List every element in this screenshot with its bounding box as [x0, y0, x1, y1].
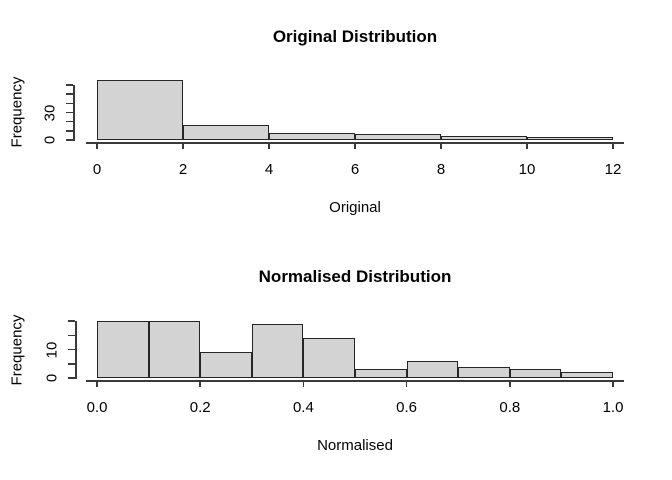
- y-tick-label: 30: [41, 104, 59, 121]
- y-tick-mark: [68, 334, 75, 336]
- histogram-bar: [200, 352, 252, 378]
- x-tick-mark: [96, 380, 98, 387]
- y-axis-line: [75, 321, 77, 379]
- histogram-bar: [97, 321, 149, 378]
- histogram-bar: [509, 369, 562, 378]
- histogram-bar: [355, 133, 441, 140]
- histogram-bar: [251, 323, 304, 378]
- chart-title-original: Original Distribution: [272, 27, 438, 46]
- y-tick-mark: [68, 348, 75, 351]
- x-tick-mark: [612, 380, 614, 387]
- y-tick-mark: [66, 93, 73, 95]
- histogram-bar: [441, 136, 527, 140]
- histogram-bar: [97, 80, 183, 140]
- x-tick-label: 1.0: [602, 399, 624, 416]
- x-tick-label: 4: [264, 161, 274, 178]
- y-tick-mark: [66, 120, 73, 123]
- y-tick-mark: [68, 363, 75, 365]
- y-tick-mark: [66, 84, 73, 86]
- histogram-bar: [561, 372, 613, 378]
- histogram-bar: [458, 366, 510, 378]
- histogram-bar: [269, 132, 355, 140]
- x-tick-mark: [526, 142, 528, 149]
- x-tick-mark: [509, 380, 511, 387]
- y-tick-mark: [66, 111, 73, 114]
- x-tick-label: 2: [178, 161, 188, 178]
- histogram-bar: [406, 360, 459, 378]
- x-tick-label: 12: [604, 161, 622, 178]
- x-tick-mark: [96, 142, 98, 149]
- x-tick-label: 0.4: [292, 399, 314, 416]
- x-tick-label: 10: [518, 161, 536, 178]
- y-tick-label: 0: [43, 373, 61, 383]
- histogram-bar: [303, 338, 355, 378]
- chart-title-normalised: Normalised Distribution: [258, 267, 452, 286]
- x-tick-label: 8: [436, 161, 446, 178]
- x-tick-mark: [612, 142, 614, 149]
- x-tick-label: 0.2: [189, 399, 211, 416]
- histogram-bar: [527, 137, 613, 140]
- histogram-bar: [355, 369, 407, 378]
- y-axis-title-original: Frequency: [8, 76, 26, 148]
- x-tick-mark: [199, 380, 201, 387]
- x-tick-label: 0.8: [499, 399, 521, 416]
- x-tick-mark: [302, 380, 305, 387]
- x-tick-mark: [405, 380, 408, 387]
- y-tick-mark: [66, 139, 73, 141]
- x-tick-mark: [268, 142, 270, 149]
- y-axis-line: [73, 85, 75, 141]
- x-tick-label: 0: [92, 161, 102, 178]
- y-tick-label: 0: [41, 135, 59, 145]
- x-axis-line: [86, 380, 624, 382]
- histogram-bar: [183, 125, 269, 140]
- x-tick-mark: [182, 142, 184, 149]
- x-tick-label: 6: [350, 161, 360, 178]
- y-tick-mark: [68, 320, 75, 322]
- y-tick-mark: [66, 102, 73, 105]
- x-tick-label: 0.6: [396, 399, 418, 416]
- x-axis-title-normalised: Normalised: [317, 437, 393, 454]
- y-tick-mark: [66, 130, 73, 132]
- x-tick-mark: [354, 142, 356, 149]
- histogram-bar: [148, 321, 201, 378]
- y-tick-label: 10: [43, 341, 61, 358]
- x-tick-mark: [440, 142, 442, 149]
- x-axis-title-original: Original: [329, 199, 381, 216]
- y-tick-mark: [68, 377, 75, 379]
- y-axis-title-normalised: Frequency: [8, 314, 26, 386]
- x-tick-label: 0.0: [86, 399, 108, 416]
